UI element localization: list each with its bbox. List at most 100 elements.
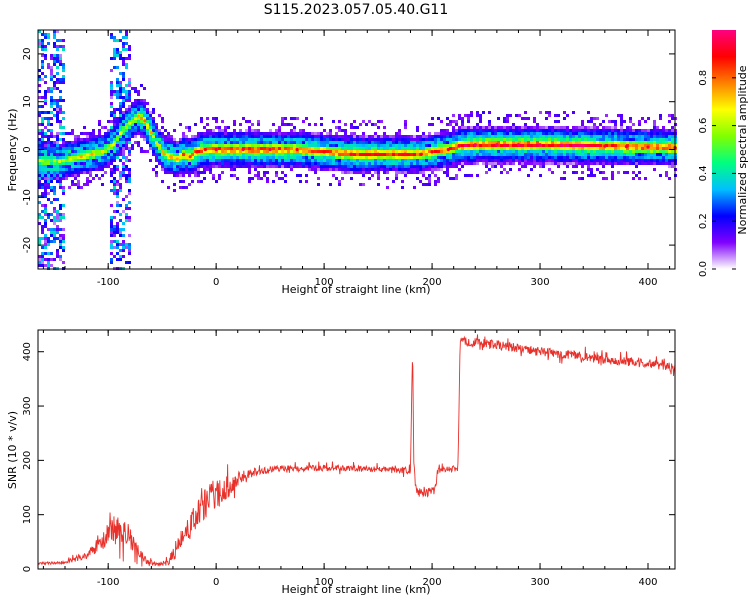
heatmap-cell bbox=[533, 159, 536, 162]
heatmap-cell bbox=[89, 135, 92, 138]
heatmap-cell bbox=[248, 168, 251, 171]
heatmap-cell bbox=[341, 135, 344, 138]
heatmap-cell bbox=[587, 165, 590, 168]
heatmap-cell bbox=[104, 159, 107, 162]
heatmap-cell bbox=[110, 87, 113, 90]
heatmap-cell bbox=[56, 105, 59, 108]
heatmap-cell bbox=[62, 75, 65, 78]
heatmap-cell bbox=[200, 180, 203, 183]
heatmap-cell bbox=[131, 126, 134, 129]
heatmap-cell bbox=[122, 126, 125, 129]
heatmap-cell bbox=[386, 168, 389, 171]
heatmap-cell bbox=[449, 153, 452, 156]
heatmap-cell bbox=[452, 147, 455, 150]
heatmap-cell bbox=[524, 135, 527, 138]
heatmap-cell bbox=[119, 177, 122, 180]
heatmap-cell bbox=[587, 138, 590, 141]
heatmap-cell bbox=[596, 132, 599, 135]
heatmap-cell bbox=[119, 231, 122, 234]
heatmap-cell bbox=[461, 162, 464, 165]
heatmap-cell bbox=[413, 147, 416, 150]
heatmap-cell bbox=[506, 159, 509, 162]
heatmap-cell bbox=[95, 174, 98, 177]
heatmap-cell bbox=[53, 36, 56, 39]
heatmap-cell bbox=[557, 114, 560, 117]
heatmap-cell bbox=[407, 141, 410, 144]
heatmap-cell bbox=[257, 150, 260, 153]
heatmap-cell bbox=[536, 162, 539, 165]
heatmap-cell bbox=[566, 162, 569, 165]
heatmap-cell bbox=[584, 150, 587, 153]
heatmap-cell bbox=[299, 138, 302, 141]
heatmap-cell bbox=[560, 159, 563, 162]
heatmap-cell bbox=[128, 93, 131, 96]
heatmap-cell bbox=[569, 162, 572, 165]
heatmap-cell bbox=[569, 132, 572, 135]
heatmap-cell bbox=[119, 234, 122, 237]
heatmap-cell bbox=[164, 138, 167, 141]
heatmap-cell bbox=[128, 81, 131, 84]
heatmap-cell bbox=[461, 156, 464, 159]
heatmap-cell bbox=[353, 120, 356, 123]
heatmap-cell bbox=[59, 168, 62, 171]
heatmap-cell bbox=[293, 153, 296, 156]
heatmap-cell bbox=[119, 213, 122, 216]
heatmap-cell bbox=[83, 168, 86, 171]
heatmap-cell bbox=[113, 180, 116, 183]
heatmap-cell bbox=[596, 129, 599, 132]
heatmap-cell bbox=[152, 138, 155, 141]
heatmap-cell bbox=[311, 168, 314, 171]
heatmap-cell bbox=[305, 153, 308, 156]
heatmap-cell bbox=[584, 132, 587, 135]
heatmap-cell bbox=[38, 258, 41, 261]
heatmap-cell bbox=[515, 150, 518, 153]
heatmap-cell bbox=[281, 165, 284, 168]
heatmap-cell bbox=[422, 162, 425, 165]
heatmap-cell bbox=[422, 165, 425, 168]
heatmap-cell bbox=[83, 156, 86, 159]
heatmap-cell bbox=[38, 183, 41, 186]
heatmap-cell bbox=[410, 150, 413, 153]
heatmap-cell bbox=[626, 171, 629, 174]
heatmap-cell bbox=[56, 141, 59, 144]
heatmap-cell bbox=[266, 138, 269, 141]
heatmap-cell bbox=[557, 147, 560, 150]
heatmap-cell bbox=[56, 66, 59, 69]
heatmap-cell bbox=[266, 153, 269, 156]
heatmap-cell bbox=[635, 141, 638, 144]
heatmap-cell bbox=[422, 132, 425, 135]
heatmap-cell bbox=[221, 171, 224, 174]
heatmap-cell bbox=[308, 147, 311, 150]
heatmap-cell bbox=[143, 132, 146, 135]
heatmap-cell bbox=[668, 162, 671, 165]
heatmap-cell bbox=[656, 129, 659, 132]
x-tick-label: -100 bbox=[97, 277, 120, 288]
heatmap-cell bbox=[236, 138, 239, 141]
heatmap-cell bbox=[98, 123, 101, 126]
heatmap-cell bbox=[326, 144, 329, 147]
heatmap-cell bbox=[656, 147, 659, 150]
heatmap-cell bbox=[476, 114, 479, 117]
heatmap-cell bbox=[38, 150, 41, 153]
heatmap-cell bbox=[560, 126, 563, 129]
heatmap-cell bbox=[350, 168, 353, 171]
heatmap-cell bbox=[287, 147, 290, 150]
heatmap-cell bbox=[95, 150, 98, 153]
heatmap-cell bbox=[86, 177, 89, 180]
heatmap-cell bbox=[488, 111, 491, 114]
ridge-point bbox=[560, 143, 564, 147]
heatmap-cell bbox=[425, 153, 428, 156]
heatmap-cell bbox=[287, 162, 290, 165]
heatmap-cell bbox=[476, 150, 479, 153]
heatmap-cell bbox=[404, 165, 407, 168]
heatmap-cell bbox=[164, 144, 167, 147]
heatmap-cell bbox=[50, 78, 53, 81]
heatmap-cell bbox=[41, 258, 44, 261]
heatmap-cell bbox=[479, 135, 482, 138]
heatmap-cell bbox=[116, 144, 119, 147]
heatmap-cell bbox=[341, 129, 344, 132]
heatmap-cell bbox=[200, 120, 203, 123]
heatmap-cell bbox=[251, 123, 254, 126]
heatmap-cell bbox=[59, 243, 62, 246]
heatmap-cell bbox=[671, 153, 674, 156]
